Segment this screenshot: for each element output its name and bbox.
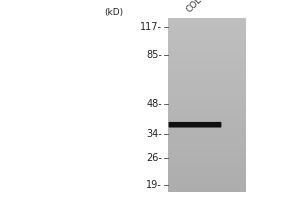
- Text: 26-: 26-: [146, 153, 162, 163]
- Text: COL0205: COL0205: [185, 0, 220, 14]
- Text: 117-: 117-: [140, 22, 162, 32]
- Text: 48-: 48-: [146, 99, 162, 109]
- Text: (kD): (kD): [104, 8, 124, 18]
- Text: 85-: 85-: [146, 50, 162, 60]
- Text: 19-: 19-: [146, 180, 162, 190]
- FancyBboxPatch shape: [169, 122, 221, 128]
- Text: 34-: 34-: [146, 129, 162, 139]
